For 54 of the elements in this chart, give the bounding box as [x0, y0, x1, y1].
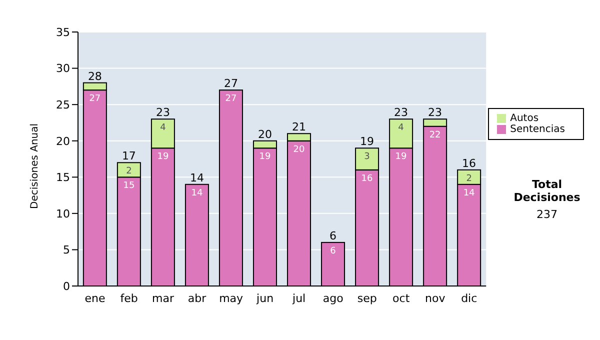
y-tick-label: 10: [56, 207, 70, 220]
x-tick-label: nov: [425, 292, 446, 305]
y-tick-label: 0: [63, 280, 70, 293]
data-label: 4: [160, 123, 166, 134]
data-label: 16: [361, 174, 374, 184]
data-label: 27: [225, 94, 237, 104]
y-tick-label: 30: [56, 62, 70, 76]
legend-label: Autos: [510, 113, 539, 124]
data-label: 20: [293, 144, 306, 155]
data-label: 4: [398, 123, 404, 134]
x-tick-label: feb: [120, 292, 138, 305]
total-label: 21: [292, 120, 306, 134]
text: 237: [536, 208, 558, 221]
text: Total Decisiones: [512, 178, 582, 204]
data-label: 27: [89, 94, 101, 104]
x-tick-label: abr: [188, 292, 207, 305]
x-tick-label: jul: [292, 292, 306, 305]
data-label: 14: [191, 188, 203, 198]
x-tick-label: sep: [357, 292, 377, 305]
total-label: 14: [190, 171, 204, 184]
total-label: 23: [156, 106, 170, 120]
data-label: 19: [259, 152, 271, 162]
x-tick-label: oct: [392, 292, 410, 305]
x-tick-label: jun: [256, 292, 274, 305]
data-label: 2: [126, 166, 132, 177]
y-tick-label: 35: [56, 26, 70, 39]
total-label: 23: [428, 106, 442, 120]
total-label: 23: [394, 106, 408, 120]
x-tick-label: may: [219, 292, 244, 305]
y-tick-label: 15: [56, 171, 70, 184]
total-label: 27: [224, 77, 238, 90]
y-tick-label: 20: [56, 134, 70, 148]
data-label: 22: [429, 130, 441, 140]
x-tick-label: ago: [322, 292, 344, 305]
x-tick-label: mar: [152, 292, 174, 305]
data-label: 19: [395, 152, 408, 162]
total-label: 6: [330, 229, 337, 242]
data-label: 14: [463, 188, 476, 198]
x-tick-label: ene: [84, 292, 106, 305]
total-label: 19: [360, 135, 374, 148]
data-label: 3: [364, 152, 370, 162]
y-axis-title: Decisiones Anual: [30, 123, 41, 209]
y-tick-label: 5: [63, 244, 70, 257]
total-label: 20: [258, 128, 272, 141]
data-label: 6: [330, 246, 336, 256]
data-label: 2: [466, 174, 472, 184]
data-label: 15: [123, 181, 135, 192]
y-tick-label: 25: [56, 98, 70, 112]
total-label: 16: [462, 156, 476, 170]
total-label: 28: [88, 70, 102, 83]
x-tick-label: dic: [461, 292, 478, 305]
data-label: 19: [157, 152, 169, 162]
legend-label: Sentencias: [510, 124, 565, 135]
total-label: 17: [122, 150, 136, 163]
